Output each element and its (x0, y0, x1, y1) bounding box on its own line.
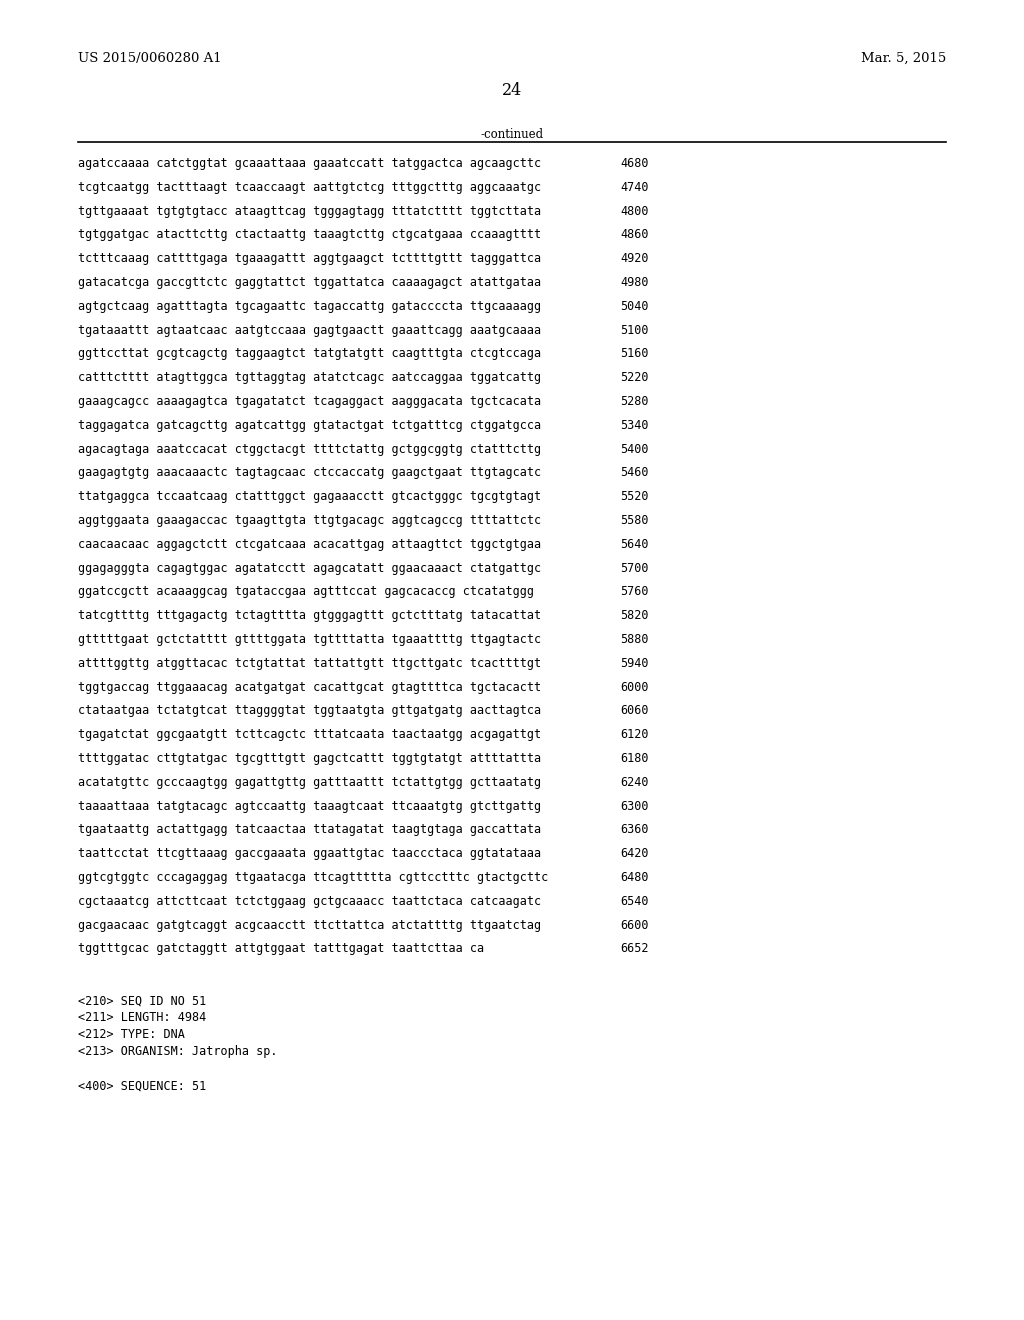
Text: 5220: 5220 (620, 371, 648, 384)
Text: ctataatgaa tctatgtcat ttaggggtat tggtaatgta gttgatgatg aacttagtca: ctataatgaa tctatgtcat ttaggggtat tggtaat… (78, 705, 541, 717)
Text: ttatgaggca tccaatcaag ctatttggct gagaaacctt gtcactgggc tgcgtgtagt: ttatgaggca tccaatcaag ctatttggct gagaaac… (78, 490, 541, 503)
Text: attttggttg atggttacac tctgtattat tattattgtt ttgcttgatc tcacttttgt: attttggttg atggttacac tctgtattat tattatt… (78, 657, 541, 669)
Text: 5100: 5100 (620, 323, 648, 337)
Text: 5640: 5640 (620, 537, 648, 550)
Text: 5520: 5520 (620, 490, 648, 503)
Text: ggagagggta cagagtggac agatatcctt agagcatatt ggaacaaact ctatgattgc: ggagagggta cagagtggac agatatcctt agagcat… (78, 561, 541, 574)
Text: agatccaaaa catctggtat gcaaattaaa gaaatccatt tatggactca agcaagcttc: agatccaaaa catctggtat gcaaattaaa gaaatcc… (78, 157, 541, 170)
Text: 5280: 5280 (620, 395, 648, 408)
Text: <213> ORGANISM: Jatropha sp.: <213> ORGANISM: Jatropha sp. (78, 1045, 278, 1059)
Text: US 2015/0060280 A1: US 2015/0060280 A1 (78, 51, 221, 65)
Text: catttctttt atagttggca tgttaggtag atatctcagc aatccaggaa tggatcattg: catttctttt atagttggca tgttaggtag atatctc… (78, 371, 541, 384)
Text: 4800: 4800 (620, 205, 648, 218)
Text: 4680: 4680 (620, 157, 648, 170)
Text: <211> LENGTH: 4984: <211> LENGTH: 4984 (78, 1011, 206, 1024)
Text: 6360: 6360 (620, 824, 648, 837)
Text: aggtggaata gaaagaccac tgaagttgta ttgtgacagc aggtcagccg ttttattctc: aggtggaata gaaagaccac tgaagttgta ttgtgac… (78, 513, 541, 527)
Text: taattcctat ttcgttaaag gaccgaaata ggaattgtac taaccctaca ggtatataaa: taattcctat ttcgttaaag gaccgaaata ggaattg… (78, 847, 541, 861)
Text: 5820: 5820 (620, 610, 648, 622)
Text: tgtggatgac atacttcttg ctactaattg taaagtcttg ctgcatgaaa ccaaagtttt: tgtggatgac atacttcttg ctactaattg taaagtc… (78, 228, 541, 242)
Text: 6652: 6652 (620, 942, 648, 956)
Text: ggttccttat gcgtcagctg taggaagtct tatgtatgtt caagtttgta ctcgtccaga: ggttccttat gcgtcagctg taggaagtct tatgtat… (78, 347, 541, 360)
Text: gaaagcagcc aaaagagtca tgagatatct tcagaggact aagggacata tgctcacata: gaaagcagcc aaaagagtca tgagatatct tcagagg… (78, 395, 541, 408)
Text: tatcgttttg tttgagactg tctagtttta gtgggagttt gctctttatg tatacattat: tatcgttttg tttgagactg tctagtttta gtgggag… (78, 610, 541, 622)
Text: 4740: 4740 (620, 181, 648, 194)
Text: 6420: 6420 (620, 847, 648, 861)
Text: 5160: 5160 (620, 347, 648, 360)
Text: tgataaattt agtaatcaac aatgtccaaa gagtgaactt gaaattcagg aaatgcaaaa: tgataaattt agtaatcaac aatgtccaaa gagtgaa… (78, 323, 541, 337)
Text: <400> SEQUENCE: 51: <400> SEQUENCE: 51 (78, 1080, 206, 1092)
Text: 4980: 4980 (620, 276, 648, 289)
Text: gacgaacaac gatgtcaggt acgcaacctt ttcttattca atctattttg ttgaatctag: gacgaacaac gatgtcaggt acgcaacctt ttcttat… (78, 919, 541, 932)
Text: 6180: 6180 (620, 752, 648, 766)
Text: gtttttgaat gctctatttt gttttggata tgttttatta tgaaattttg ttgagtactc: gtttttgaat gctctatttt gttttggata tgtttta… (78, 634, 541, 645)
Text: ggatccgctt acaaaggcag tgataccgaa agtttccat gagcacaccg ctcatatggg: ggatccgctt acaaaggcag tgataccgaa agtttcc… (78, 585, 534, 598)
Text: acatatgttc gcccaagtgg gagattgttg gatttaattt tctattgtgg gcttaatatg: acatatgttc gcccaagtgg gagattgttg gatttaa… (78, 776, 541, 789)
Text: 5400: 5400 (620, 442, 648, 455)
Text: 5880: 5880 (620, 634, 648, 645)
Text: tctttcaaag cattttgaga tgaaagattt aggtgaagct tcttttgttt tagggattca: tctttcaaag cattttgaga tgaaagattt aggtgaa… (78, 252, 541, 265)
Text: 4920: 4920 (620, 252, 648, 265)
Text: 6480: 6480 (620, 871, 648, 884)
Text: tgagatctat ggcgaatgtt tcttcagctc tttatcaata taactaatgg acgagattgt: tgagatctat ggcgaatgtt tcttcagctc tttatca… (78, 729, 541, 742)
Text: tggtgaccag ttggaaacag acatgatgat cacattgcat gtagttttca tgctacactt: tggtgaccag ttggaaacag acatgatgat cacattg… (78, 681, 541, 693)
Text: 5940: 5940 (620, 657, 648, 669)
Text: 5040: 5040 (620, 300, 648, 313)
Text: tcgtcaatgg tactttaagt tcaaccaagt aattgtctcg tttggctttg aggcaaatgc: tcgtcaatgg tactttaagt tcaaccaagt aattgtc… (78, 181, 541, 194)
Text: tggtttgcac gatctaggtt attgtggaat tatttgagat taattcttaa ca: tggtttgcac gatctaggtt attgtggaat tatttga… (78, 942, 484, 956)
Text: caacaacaac aggagctctt ctcgatcaaa acacattgag attaagttct tggctgtgaa: caacaacaac aggagctctt ctcgatcaaa acacatt… (78, 537, 541, 550)
Text: agtgctcaag agatttagta tgcagaattc tagaccattg gataccccta ttgcaaaagg: agtgctcaag agatttagta tgcagaattc tagacca… (78, 300, 541, 313)
Text: gatacatcga gaccgttctc gaggtattct tggattatca caaaagagct atattgataa: gatacatcga gaccgttctc gaggtattct tggatta… (78, 276, 541, 289)
Text: 6600: 6600 (620, 919, 648, 932)
Text: 5760: 5760 (620, 585, 648, 598)
Text: 24: 24 (502, 82, 522, 99)
Text: agacagtaga aaatccacat ctggctacgt ttttctattg gctggcggtg ctatttcttg: agacagtaga aaatccacat ctggctacgt ttttcta… (78, 442, 541, 455)
Text: <210> SEQ ID NO 51: <210> SEQ ID NO 51 (78, 994, 206, 1007)
Text: ggtcgtggtc cccagaggag ttgaatacga ttcagttttta cgttcctttc gtactgcttc: ggtcgtggtc cccagaggag ttgaatacga ttcagtt… (78, 871, 548, 884)
Text: gaagagtgtg aaacaaactc tagtagcaac ctccaccatg gaagctgaat ttgtagcatc: gaagagtgtg aaacaaactc tagtagcaac ctccacc… (78, 466, 541, 479)
Text: tgaataattg actattgagg tatcaactaa ttatagatat taagtgtaga gaccattata: tgaataattg actattgagg tatcaactaa ttataga… (78, 824, 541, 837)
Text: <212> TYPE: DNA: <212> TYPE: DNA (78, 1028, 185, 1041)
Text: 5460: 5460 (620, 466, 648, 479)
Text: ttttggatac cttgtatgac tgcgtttgtt gagctcattt tggtgtatgt attttattta: ttttggatac cttgtatgac tgcgtttgtt gagctca… (78, 752, 541, 766)
Text: taggagatca gatcagcttg agatcattgg gtatactgat tctgatttcg ctggatgcca: taggagatca gatcagcttg agatcattgg gtatact… (78, 418, 541, 432)
Text: 6000: 6000 (620, 681, 648, 693)
Text: 4860: 4860 (620, 228, 648, 242)
Text: taaaattaaa tatgtacagc agtccaattg taaagtcaat ttcaaatgtg gtcttgattg: taaaattaaa tatgtacagc agtccaattg taaagtc… (78, 800, 541, 813)
Text: 5580: 5580 (620, 513, 648, 527)
Text: 5340: 5340 (620, 418, 648, 432)
Text: 6300: 6300 (620, 800, 648, 813)
Text: tgttgaaaat tgtgtgtacc ataagttcag tgggagtagg tttatctttt tggtcttata: tgttgaaaat tgtgtgtacc ataagttcag tgggagt… (78, 205, 541, 218)
Text: 6060: 6060 (620, 705, 648, 717)
Text: 5700: 5700 (620, 561, 648, 574)
Text: 6120: 6120 (620, 729, 648, 742)
Text: -continued: -continued (480, 128, 544, 141)
Text: 6540: 6540 (620, 895, 648, 908)
Text: Mar. 5, 2015: Mar. 5, 2015 (861, 51, 946, 65)
Text: cgctaaatcg attcttcaat tctctggaag gctgcaaacc taattctaca catcaagatc: cgctaaatcg attcttcaat tctctggaag gctgcaa… (78, 895, 541, 908)
Text: 6240: 6240 (620, 776, 648, 789)
